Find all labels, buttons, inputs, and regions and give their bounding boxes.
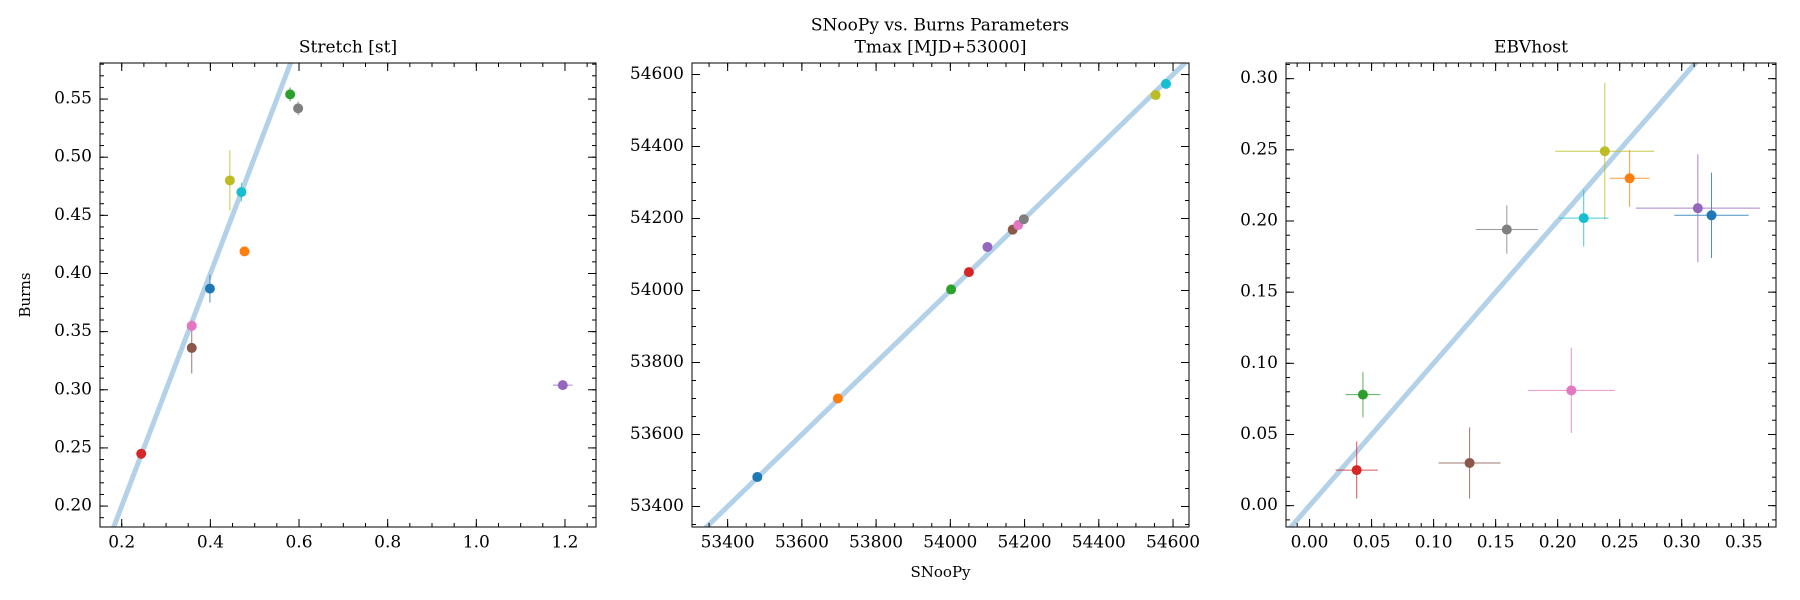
x-tick-label: 54000 [923,533,977,553]
y-tick-label: 54400 [630,136,684,156]
x-tick-label: 54600 [1146,533,1200,553]
point [239,246,250,257]
point [285,89,296,100]
y-tick-label: 0.25 [1240,139,1278,159]
plot-area [1287,63,1760,527]
y-tick-label: 0.50 [54,147,92,167]
x-tick-label: 0.8 [374,533,401,553]
x-tick-label: 53400 [701,533,755,553]
axes-frame [1285,62,1777,528]
x-tick-label: 0.35 [1725,533,1763,553]
identity-line [111,63,294,527]
point [236,187,247,198]
subplot-title: Tmax [MJD+53000] [854,38,1026,58]
y-tick-label: 0.30 [1240,68,1278,88]
y-tick-label: 54600 [630,64,684,84]
x-tick-label: 0.2 [108,533,135,553]
y-tick-label: 0.00 [1240,495,1278,515]
x-tick-label: 0.00 [1291,533,1329,553]
point [832,393,843,404]
y-tick-label: 0.05 [1240,424,1278,444]
plot-area [111,63,573,527]
point [1501,224,1512,235]
x-tick-label: 54400 [1072,533,1126,553]
subplot-title: EBVhost [1494,38,1568,58]
point [1578,213,1589,224]
point [224,175,235,186]
x-axis-label: SNooPy [910,563,971,581]
y-tick-label: 0.30 [54,379,92,399]
point [1150,90,1161,101]
x-tick-label: 53600 [775,533,829,553]
point [204,283,215,294]
y-tick-label: 0.40 [54,263,92,283]
subplot-title: Stretch [st] [299,38,397,58]
point [1351,465,1362,476]
point [982,241,993,252]
x-tick-label: 1.2 [551,533,578,553]
y-tick-label: 0.55 [54,89,92,109]
point [186,342,197,353]
y-tick-label: 0.20 [1240,210,1278,230]
point [136,448,147,459]
x-tick-label: 54200 [998,533,1052,553]
point [1464,457,1475,468]
identity-line [1287,63,1699,527]
y-tick-label: 0.10 [1240,353,1278,373]
point [557,380,568,391]
x-tick-label: 0.6 [285,533,312,553]
x-tick-label: 0.25 [1601,533,1639,553]
point [1357,389,1368,400]
x-tick-label: 0.05 [1353,533,1391,553]
point [1018,214,1029,225]
y-tick-label: 0.25 [54,437,92,457]
y-tick-label: 0.20 [54,496,92,516]
x-tick-label: 0.15 [1477,533,1515,553]
point [752,471,763,482]
x-tick-label: 0.30 [1663,533,1701,553]
axes-frame [691,62,1190,528]
point [1160,78,1171,89]
y-tick-label: 53400 [630,496,684,516]
y-tick-label: 0.35 [54,321,92,341]
point [1706,210,1717,221]
point [946,284,957,295]
y-tick-label: 54000 [630,280,684,300]
y-tick-label: 53600 [630,424,684,444]
x-tick-label: 0.4 [197,533,224,553]
figure-title: SNooPy vs. Burns Parameters [811,16,1069,36]
point [1599,146,1610,157]
y-tick-label: 0.15 [1240,282,1278,302]
y-tick-label: 53800 [630,352,684,372]
point [1624,173,1635,184]
point [1566,385,1577,396]
x-tick-label: 1.0 [463,533,490,553]
x-tick-label: 53800 [849,533,903,553]
x-tick-label: 0.10 [1415,533,1453,553]
axes-frame [99,62,597,528]
identity-line [702,63,1189,527]
point [293,103,304,114]
y-axis-label: Burns [16,272,34,317]
point [963,267,974,278]
point [186,320,197,331]
y-tick-label: 0.45 [54,205,92,225]
plot-area [702,63,1189,527]
y-tick-label: 54200 [630,208,684,228]
point [1692,203,1703,214]
x-tick-label: 0.20 [1539,533,1577,553]
